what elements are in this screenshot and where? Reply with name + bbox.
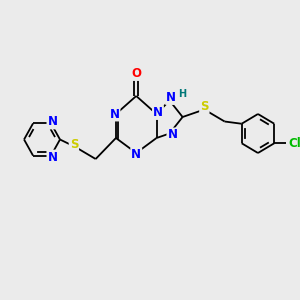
Text: N: N [47,116,58,128]
Text: S: S [70,137,78,151]
Text: O: O [131,67,141,80]
Text: N: N [167,128,178,142]
Text: S: S [200,100,208,113]
Text: N: N [110,107,119,121]
Text: N: N [153,106,163,119]
Text: H: H [178,89,186,99]
Text: N: N [47,151,58,164]
Text: N: N [166,91,176,104]
Text: Cl: Cl [288,137,300,150]
Text: N: N [131,148,141,161]
